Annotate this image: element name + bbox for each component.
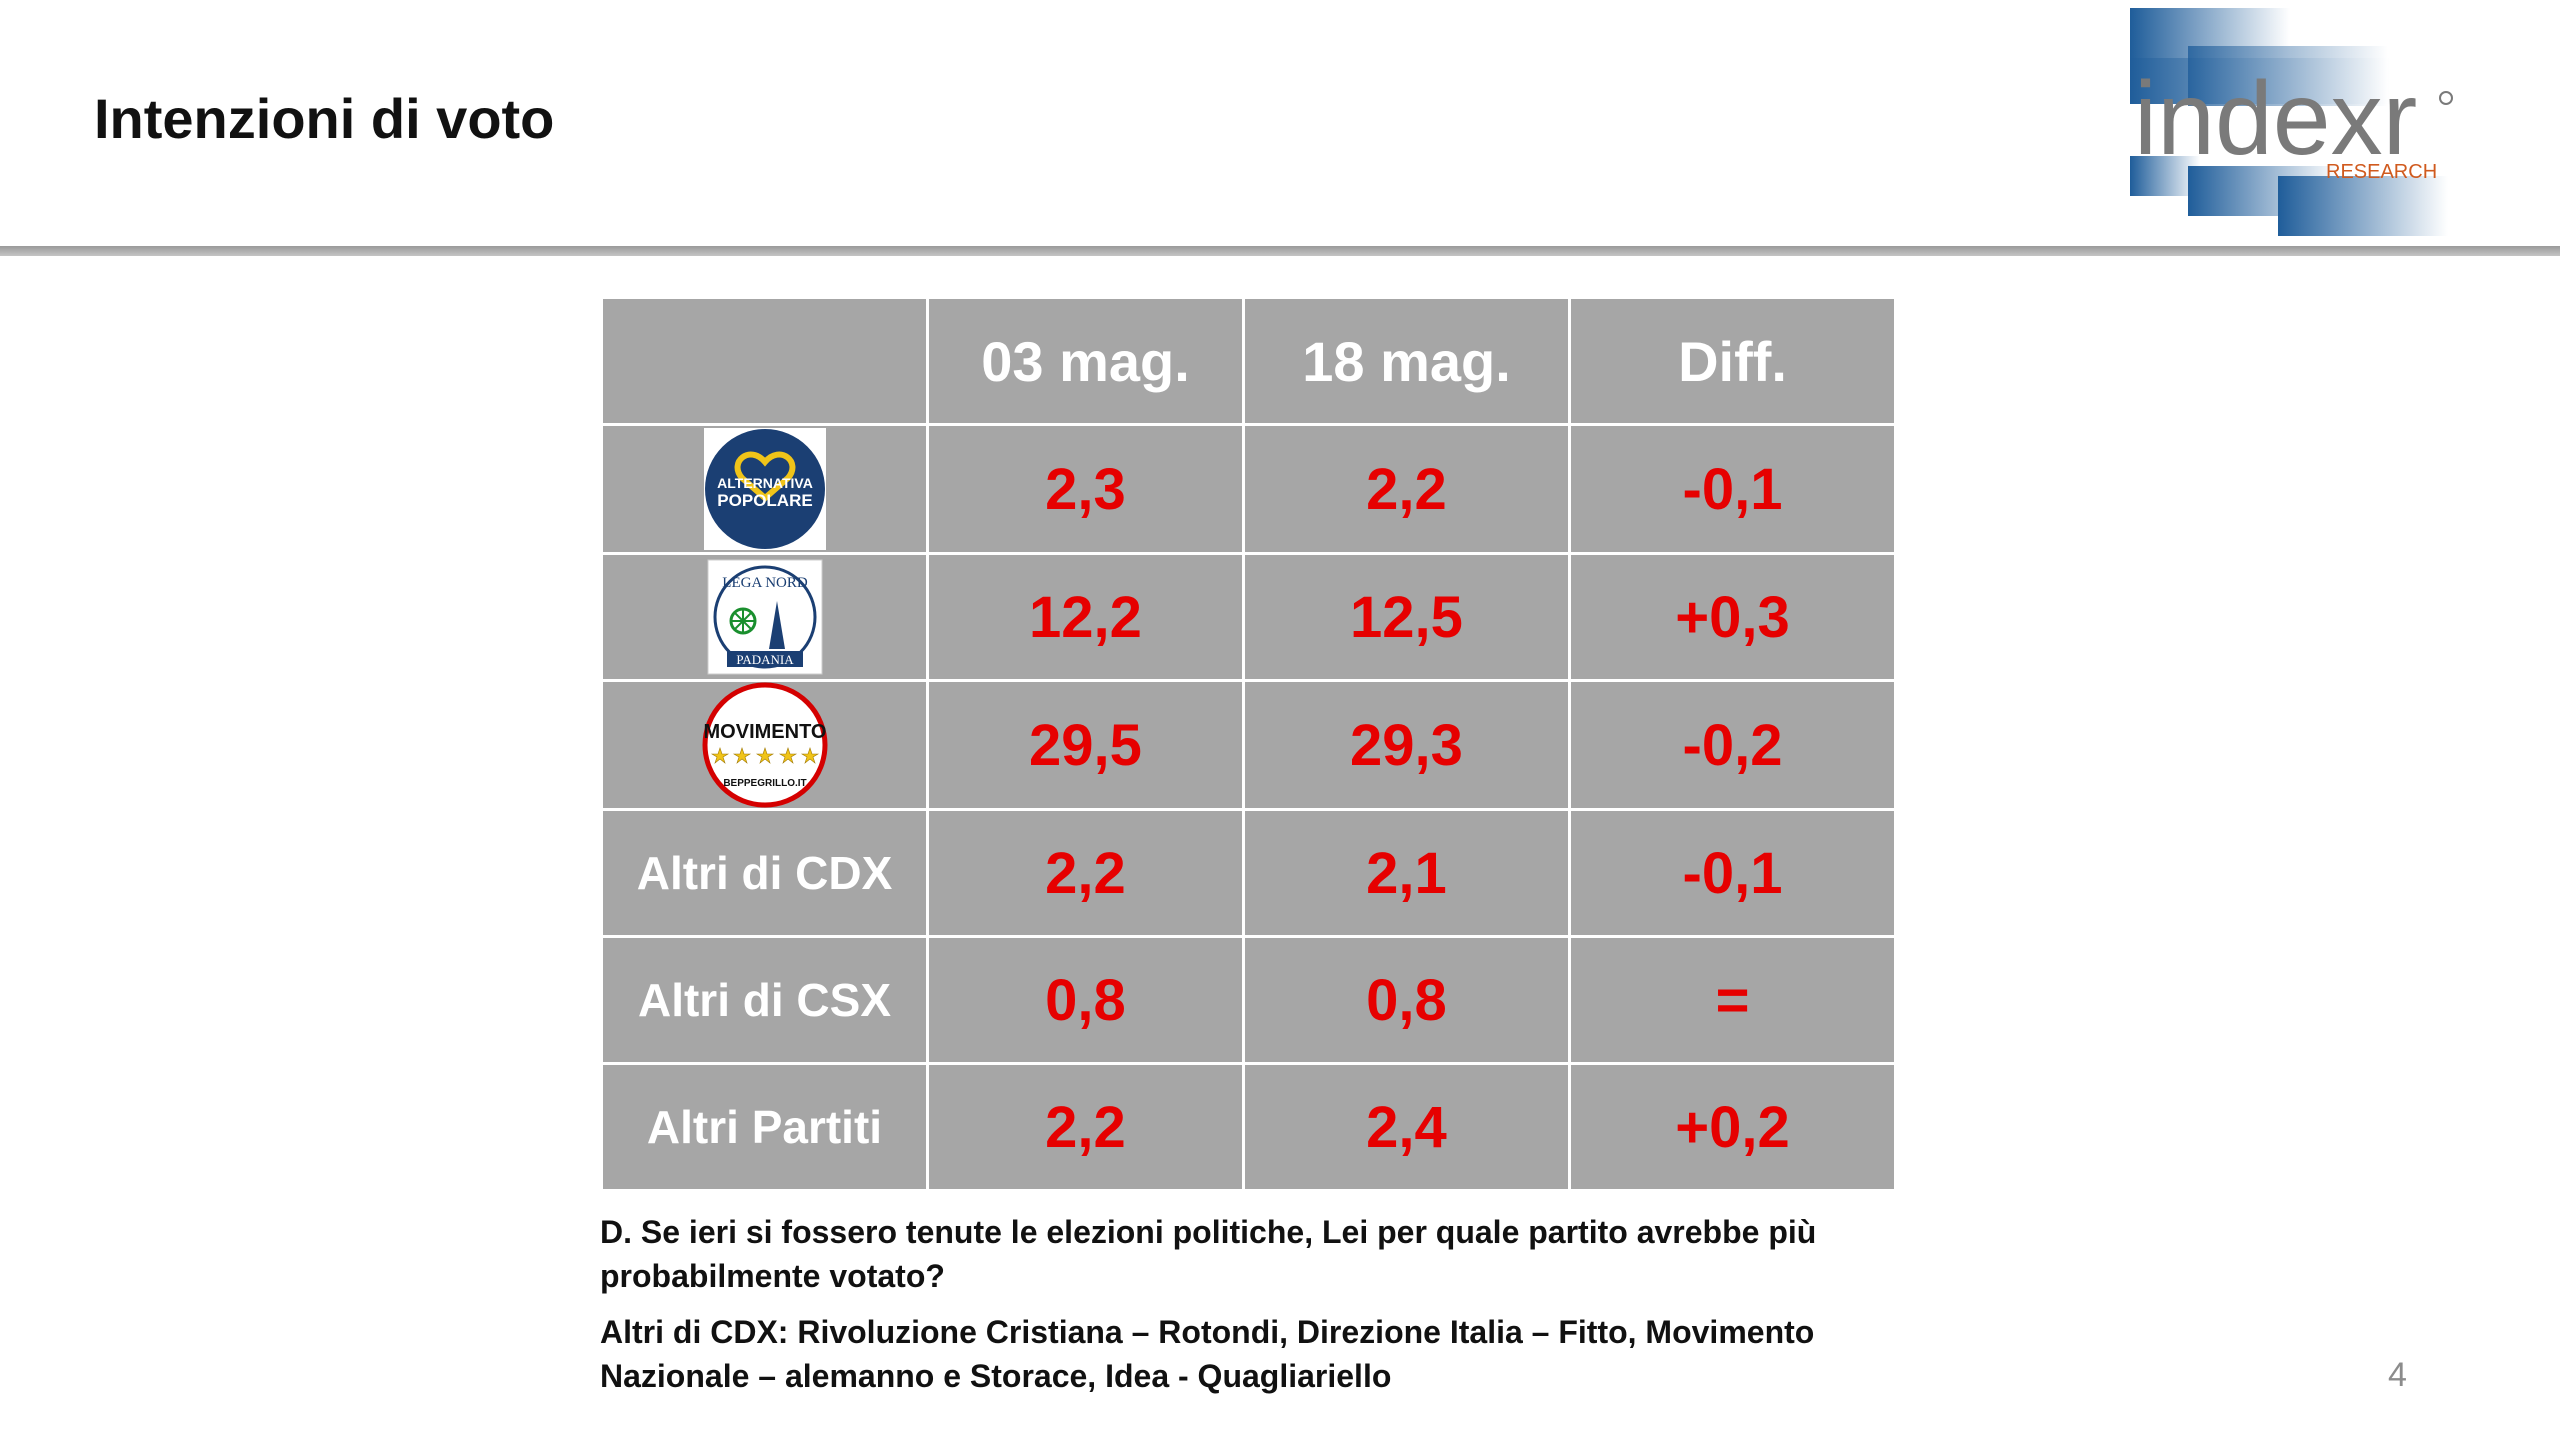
svg-text:ALTERNATIVA: ALTERNATIVA [717, 475, 813, 491]
diff-cell: = [1568, 935, 1897, 1065]
value-cell: 2,2 [1242, 423, 1571, 555]
table-row: MOVIMENTO BEPPEGRILLO.IT 29,5 29,3 -0,2 [600, 679, 1897, 811]
value-cell: 2,4 [1242, 1062, 1571, 1192]
header-cell-empty [600, 296, 929, 426]
value-cell: 29,5 [926, 679, 1245, 811]
value-cell: 2,2 [926, 1062, 1245, 1192]
party-logo-cell: MOVIMENTO BEPPEGRILLO.IT [600, 679, 929, 811]
svg-text:BEPPEGRILLO.IT: BEPPEGRILLO.IT [723, 778, 806, 789]
diff-cell: +0,3 [1568, 552, 1897, 682]
value-cell: 12,2 [926, 552, 1245, 682]
header-cell-date-1: 03 mag. [926, 296, 1245, 426]
value-cell: 2,2 [926, 808, 1245, 938]
page-title: Intenzioni di voto [94, 87, 555, 150]
svg-text:indexr: indexr [2134, 61, 2417, 177]
alternativa-popolare-logo: ALTERNATIVA POPOLARE [703, 428, 826, 550]
indexr-research-logo: indexr RESEARCH [2130, 8, 2453, 236]
svg-text:PADANIA: PADANIA [736, 652, 794, 667]
value-cell: 12,5 [1242, 552, 1571, 682]
row-label: Altri Partiti [600, 1062, 929, 1192]
table-row: Altri di CSX 0,8 0,8 = [600, 935, 1897, 1065]
altri-cdx-note: Altri di CDX: Rivoluzione Cristiana – Ro… [600, 1314, 1815, 1394]
header-cell-diff: Diff. [1568, 296, 1897, 426]
page-number: 4 [2388, 1356, 2407, 1394]
lega-nord-logo: LEGA NORD PADANIA [707, 559, 822, 675]
row-label: Altri di CDX [600, 808, 929, 938]
header-cell-date-2: 18 mag. [1242, 296, 1571, 426]
value-cell: 0,8 [926, 935, 1245, 1065]
svg-text:MOVIMENTO: MOVIMENTO [703, 721, 826, 743]
value-cell: 2,3 [926, 423, 1245, 555]
value-cell: 2,1 [1242, 808, 1571, 938]
diff-cell: -0,2 [1568, 679, 1897, 811]
diff-cell: -0,1 [1568, 808, 1897, 938]
header-divider [0, 246, 2560, 256]
diff-cell: -0,1 [1568, 423, 1897, 555]
diff-cell: +0,2 [1568, 1062, 1897, 1192]
movimento-5-stelle-logo: MOVIMENTO BEPPEGRILLO.IT [702, 682, 827, 808]
row-label: Altri di CSX [600, 935, 929, 1065]
table-row: ALTERNATIVA POPOLARE 2,3 2,2 -0,1 [600, 423, 1897, 555]
table-row: Altri Partiti 2,2 2,4 +0,2 [600, 1062, 1897, 1192]
value-cell: 0,8 [1242, 935, 1571, 1065]
party-logo-cell: LEGA NORD PADANIA [600, 552, 929, 682]
value-cell: 29,3 [1242, 679, 1571, 811]
svg-text:LEGA NORD: LEGA NORD [722, 575, 808, 591]
party-logo-cell: ALTERNATIVA POPOLARE [600, 423, 929, 555]
table-row: Altri di CDX 2,2 2,1 -0,1 [600, 808, 1897, 938]
survey-question-note: D. Se ieri si fossero tenute le elezioni… [600, 1214, 1817, 1294]
svg-text:RESEARCH: RESEARCH [2326, 161, 2437, 183]
svg-text:POPOLARE: POPOLARE [717, 491, 812, 510]
table-header-row: 03 mag. 18 mag. Diff. [600, 296, 1897, 426]
table-row: LEGA NORD PADANIA 12,2 12,5 +0,3 [600, 552, 1897, 682]
vote-intentions-table: 03 mag. 18 mag. Diff. ALTERNATIVA POPOLA… [600, 296, 1897, 1192]
